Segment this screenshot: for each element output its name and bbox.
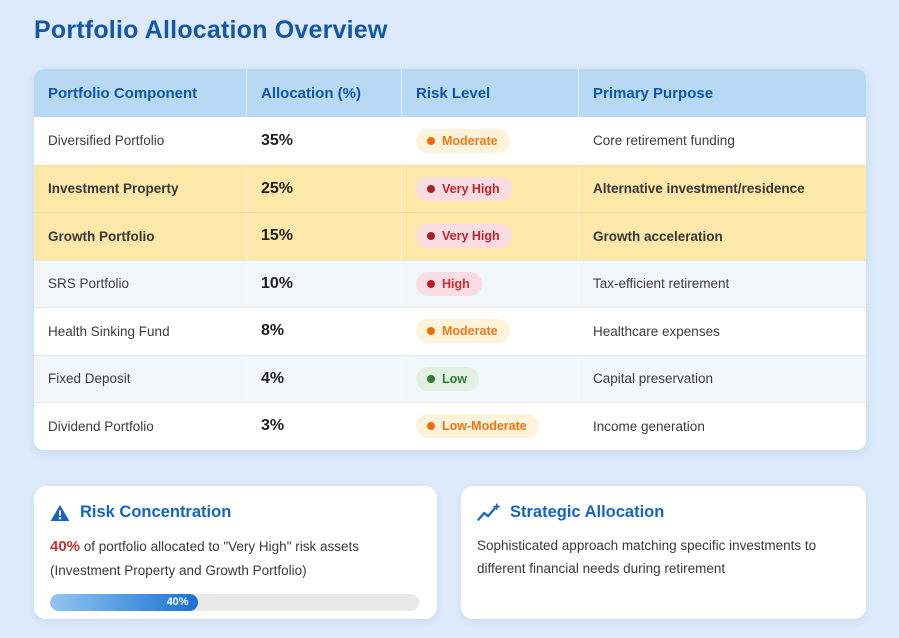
risk-badge: Low <box>416 366 479 391</box>
risk-dot-icon <box>427 327 435 336</box>
page-title: Portfolio Allocation Overview <box>34 16 388 44</box>
risk-dot-icon <box>427 422 435 431</box>
strategy-card-text: Sophisticated approach matching specific… <box>477 537 817 576</box>
allocation-cell: 25% <box>247 165 402 212</box>
risk-cell: Low <box>402 355 579 402</box>
risk-progress-track: 40% <box>50 593 419 611</box>
portfolio-overview-page: Portfolio Allocation Overview Portfolio … <box>34 16 866 619</box>
component-cell: Health Sinking Fund <box>34 308 247 355</box>
table-body: Diversified Portfolio 35% Moderate Core ret… <box>34 117 866 450</box>
allocation-cell: 10% <box>247 260 402 307</box>
risk-dot-icon <box>427 374 435 383</box>
risk-badge-label: Moderate <box>442 324 498 339</box>
table-row: Dividend Portfolio 3% Low-Moderate Income g… <box>34 402 866 450</box>
table-row: Fixed Deposit 4% Low Capital preservation <box>34 354 866 402</box>
risk-dot-icon <box>427 232 435 241</box>
risk-badge: Very High <box>416 176 512 201</box>
risk-cell: Moderate <box>402 308 579 355</box>
risk-badge: Very High <box>416 224 512 249</box>
strategy-card-title: Strategic Allocation <box>510 503 665 521</box>
trending-sparkle-icon <box>477 502 500 523</box>
risk-progress-fill: 40% <box>50 593 198 611</box>
risk-dot-icon <box>427 184 435 193</box>
risk-badge: High <box>416 271 482 296</box>
purpose-cell: Healthcare expenses <box>593 323 720 339</box>
risk-progress-label: 40% <box>166 596 189 609</box>
risk-badge-label: Very High <box>442 229 500 244</box>
risk-badge-label: Low <box>442 371 467 386</box>
risk-badge: Moderate <box>416 128 510 153</box>
component-cell: Diversified Portfolio <box>34 117 247 165</box>
risk-badge-label: High <box>442 276 470 291</box>
risk-dot-icon <box>427 136 435 145</box>
column-header-3: Primary Purpose <box>593 84 714 102</box>
risk-badge-label: Very High <box>442 181 500 196</box>
allocation-cell: 8% <box>247 308 402 355</box>
risk-text-body: of portfolio allocated to "Very High" ri… <box>50 538 359 579</box>
table-row: Growth Portfolio 15% Very High Growth accel… <box>34 212 866 260</box>
purpose-cell: Core retirement funding <box>593 133 735 149</box>
component-cell: SRS Portfolio <box>34 260 247 307</box>
allocation-cell: 4% <box>247 355 402 402</box>
purpose-cell: Alternative investment/residence <box>593 181 805 197</box>
table-row: SRS Portfolio 10% High Tax-efficient retire… <box>34 259 866 307</box>
allocation-cell: 35% <box>247 117 402 165</box>
risk-cell: Moderate <box>402 117 579 165</box>
risk-badge: Moderate <box>416 319 510 344</box>
table-row: Diversified Portfolio 35% Moderate Core ret… <box>34 117 866 165</box>
table-header-row: Portfolio Component Allocation (%) Risk Le… <box>34 69 866 117</box>
risk-dot-icon <box>427 279 435 288</box>
risk-badge-label: Moderate <box>442 133 498 148</box>
risk-cell: Low-Moderate <box>402 403 579 450</box>
purpose-cell: Tax-efficient retirement <box>593 276 730 292</box>
column-header-2: Risk Level <box>402 69 579 117</box>
column-header-1: Allocation (%) <box>247 69 402 117</box>
risk-percent-value: 40% <box>50 537 81 555</box>
component-cell: Investment Property <box>34 165 247 212</box>
component-cell: Dividend Portfolio <box>34 403 247 450</box>
warning-triangle-icon <box>50 503 70 523</box>
purpose-cell: Capital preservation <box>593 371 714 387</box>
risk-badge: Low-Moderate <box>416 414 539 439</box>
risk-badge-label: Low-Moderate <box>442 419 527 434</box>
allocation-cell: 3% <box>247 403 402 450</box>
risk-card-header: Risk Concentration <box>50 503 419 523</box>
table-row: Health Sinking Fund 8% Moderate Healthcare … <box>34 307 866 355</box>
risk-cell: High <box>402 260 579 307</box>
column-header-0: Portfolio Component <box>34 69 247 117</box>
purpose-cell: Income generation <box>593 418 705 434</box>
allocation-cell: 15% <box>247 213 402 260</box>
summary-cards: Risk Concentration 40% of portfolio allo… <box>34 485 866 619</box>
allocation-table: Portfolio Component Allocation (%) Risk Le… <box>34 69 866 450</box>
risk-cell: Very High <box>402 213 579 260</box>
table-row: Investment Property 25% Very High Alternati… <box>34 164 866 212</box>
risk-card-title: Risk Concentration <box>80 503 232 521</box>
component-cell: Growth Portfolio <box>34 213 247 260</box>
risk-concentration-card: Risk Concentration 40% of portfolio allo… <box>34 485 437 619</box>
component-cell: Fixed Deposit <box>34 355 247 402</box>
strategic-allocation-card: Strategic Allocation Sophisticated appro… <box>461 485 866 619</box>
strategy-card-header: Strategic Allocation <box>477 502 848 523</box>
purpose-cell: Growth acceleration <box>593 228 723 244</box>
risk-cell: Very High <box>402 165 579 212</box>
risk-card-text: 40% of portfolio allocated to "Very High… <box>50 534 419 583</box>
